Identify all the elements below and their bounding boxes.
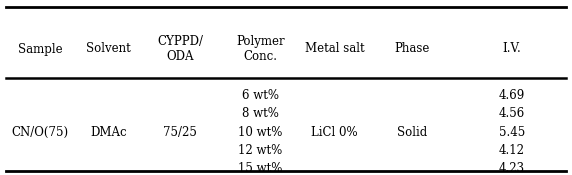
Text: Solvent: Solvent — [86, 43, 131, 55]
Text: Solid: Solid — [397, 126, 427, 139]
Text: DMAc: DMAc — [90, 126, 127, 139]
Text: 75/25: 75/25 — [163, 126, 197, 139]
Text: CN/O(75): CN/O(75) — [11, 126, 69, 139]
Text: 15 wt%: 15 wt% — [238, 162, 283, 175]
Text: Metal salt: Metal salt — [305, 43, 364, 55]
Text: LiCl 0%: LiCl 0% — [311, 126, 358, 139]
Text: 10 wt%: 10 wt% — [238, 126, 283, 139]
Text: 6 wt%: 6 wt% — [242, 89, 279, 102]
Text: I.V.: I.V. — [503, 43, 521, 55]
Text: CYPPD/
ODA: CYPPD/ ODA — [157, 35, 203, 63]
Text: 5.45: 5.45 — [499, 126, 525, 139]
Text: 12 wt%: 12 wt% — [238, 144, 283, 157]
Text: Phase: Phase — [394, 43, 430, 55]
Text: Sample: Sample — [18, 43, 62, 55]
Text: 8 wt%: 8 wt% — [242, 107, 279, 120]
Text: 4.69: 4.69 — [499, 89, 525, 102]
Text: 4.23: 4.23 — [499, 162, 525, 175]
Text: 4.56: 4.56 — [499, 107, 525, 120]
Text: 4.12: 4.12 — [499, 144, 525, 157]
Text: Polymer
Conc.: Polymer Conc. — [236, 35, 285, 63]
